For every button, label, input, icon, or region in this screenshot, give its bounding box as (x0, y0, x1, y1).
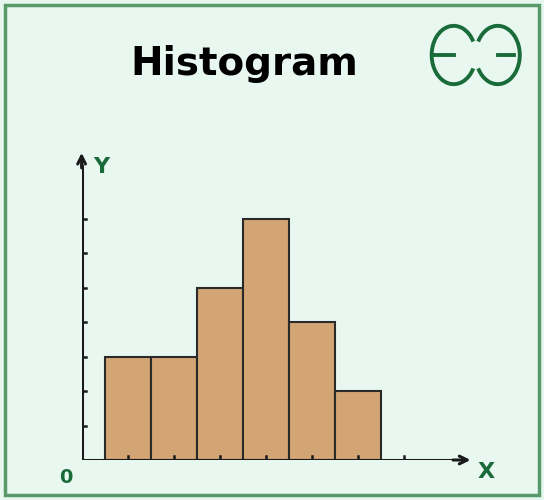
Text: X: X (478, 462, 495, 482)
Bar (243, 219, 289, 460)
Bar (104, 356, 151, 460)
Text: 0: 0 (59, 468, 72, 486)
Bar (289, 322, 335, 460)
Text: Histogram: Histogram (131, 45, 358, 83)
Text: Y: Y (93, 157, 109, 177)
Bar (151, 356, 197, 460)
Bar (197, 288, 243, 460)
Bar (335, 391, 381, 460)
